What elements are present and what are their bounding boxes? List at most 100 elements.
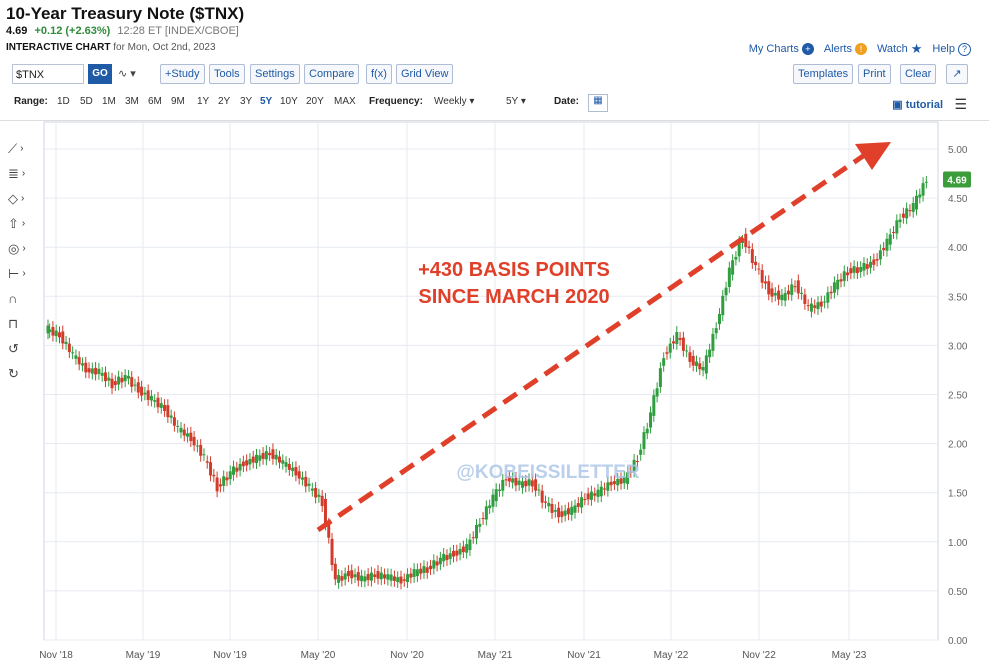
price-change: +0.12 (+2.63%) [34, 25, 111, 37]
candle-body [402, 579, 406, 581]
grid-view-button[interactable]: Grid View [396, 64, 454, 84]
marker-tool-icon[interactable]: ◎ › [8, 240, 26, 256]
tutorial-label: tutorial [905, 99, 943, 111]
arrow-tool-icon[interactable]: ⇧ › [8, 215, 26, 231]
annotation-text: SINCE MARCH 2020 [418, 286, 609, 308]
candle-body [251, 456, 255, 463]
range-9m[interactable]: 9M [171, 96, 185, 107]
expand-icon[interactable]: ↗ [946, 64, 968, 84]
redo-icon[interactable]: ↻ [8, 365, 19, 381]
candle-body [767, 281, 771, 295]
candle-body [570, 506, 574, 515]
candle-body [379, 572, 383, 580]
templates-button[interactable]: Templates [793, 64, 854, 84]
candle-body [287, 463, 291, 470]
watermark: @KOBEISSILETTER [456, 462, 639, 483]
range-6m[interactable]: 6M [148, 96, 162, 107]
candle-body [186, 433, 190, 437]
y-tick-label: 4.00 [948, 243, 968, 254]
range-3y[interactable]: 3Y [240, 96, 253, 107]
go-button[interactable]: GO [88, 64, 112, 84]
line-tool-icon[interactable]: ⟋ › [8, 140, 24, 156]
candle-body [731, 260, 735, 275]
chart-kind: INTERACTIVE CHART [6, 42, 111, 53]
candle-body [589, 491, 593, 500]
range-10y[interactable]: 10Y [280, 96, 298, 107]
candle-body [126, 375, 130, 379]
candle-body [222, 476, 226, 486]
magnet-icon[interactable]: ∩ [8, 291, 18, 306]
candle-body [268, 452, 272, 456]
help-link[interactable]: Help? [932, 42, 971, 56]
print-button[interactable]: Print [858, 64, 891, 84]
help-icon: ? [958, 42, 971, 56]
y-tick-label: 1.00 [948, 538, 968, 549]
range-5y[interactable]: 5Y [260, 96, 273, 107]
range-3m[interactable]: 3M [125, 96, 139, 107]
candle-body [573, 505, 577, 513]
candle-body [87, 368, 91, 373]
alerts-link[interactable]: Alerts! [824, 43, 867, 55]
candle-body [212, 474, 216, 477]
settings-button[interactable]: Settings [250, 64, 300, 84]
candle-body [869, 261, 873, 268]
candle-body [110, 378, 114, 389]
candle-body [491, 494, 495, 507]
range-bar: Range: 1D 5D 1M 3M 6M 9M 1Y 2Y 3Y 5Y 10Y 20Y MAX Fre… [14, 94, 974, 112]
range-1m[interactable]: 1M [102, 96, 116, 107]
candle-body [149, 395, 153, 401]
lock-icon[interactable]: ⊓ [8, 315, 19, 331]
candle-body [593, 493, 597, 496]
range-2y[interactable]: 2Y [218, 96, 231, 107]
symbol-input[interactable]: $TNX [12, 64, 84, 84]
candle-body [721, 295, 725, 316]
tutorial-link[interactable]: ▣ tutorial [892, 99, 943, 111]
compare-button[interactable]: Compare [304, 64, 360, 84]
candle-body [547, 502, 551, 507]
fx-button[interactable]: f(x) [366, 64, 392, 84]
measure-tool-icon[interactable]: ⊢ › [8, 265, 26, 281]
range-5d[interactable]: 5D [80, 96, 93, 107]
candle-body [166, 405, 170, 418]
menu-icon[interactable]: ☰ [954, 96, 967, 112]
candle-body [540, 490, 544, 503]
toolbar: $TNX GO ∿ ▾ +Study Tools Settings Compar… [12, 64, 970, 86]
candle-body [580, 497, 584, 508]
candle-body [586, 493, 590, 500]
candle-body [783, 293, 787, 301]
range-label: Range: [14, 96, 48, 107]
watch-link[interactable]: Watch ★ [877, 41, 922, 57]
undo-icon[interactable]: ↺ [8, 340, 19, 356]
candle-body [429, 565, 433, 570]
clear-button[interactable]: Clear [900, 64, 937, 84]
range-1d[interactable]: 1D [57, 96, 70, 107]
range-20y[interactable]: 20Y [306, 96, 324, 107]
fib-tool-icon[interactable]: ≣ › [8, 165, 26, 181]
tools-button[interactable]: Tools [209, 64, 245, 84]
range-max[interactable]: MAX [334, 96, 356, 107]
candle-body [895, 220, 899, 234]
study-button[interactable]: +Study [160, 64, 205, 84]
candle-body [146, 390, 150, 400]
candle-body [156, 397, 160, 408]
candle-body [754, 261, 758, 266]
chart-type-icon[interactable]: ∿ ▾ [118, 68, 136, 80]
candle-body [892, 232, 896, 234]
candle-body [189, 432, 193, 442]
candle-body [744, 233, 748, 248]
candle-body [878, 250, 882, 260]
candle-body [777, 290, 781, 300]
my-charts-link[interactable]: My Charts + [749, 43, 814, 55]
candle-body [471, 537, 475, 539]
frequency-select[interactable]: Weekly ▾ [434, 96, 475, 107]
candle-body [704, 355, 708, 374]
range-1y[interactable]: 1Y [197, 96, 210, 107]
candle-body [84, 362, 88, 373]
shape-tool-icon[interactable]: ◇ › [8, 190, 25, 206]
period-select[interactable]: 5Y ▾ [506, 96, 526, 107]
candle-body [369, 572, 373, 581]
candle-body [832, 282, 836, 293]
candle-body [376, 571, 380, 579]
candle-body [849, 268, 853, 274]
calendar-icon[interactable]: ▦ [588, 94, 608, 112]
